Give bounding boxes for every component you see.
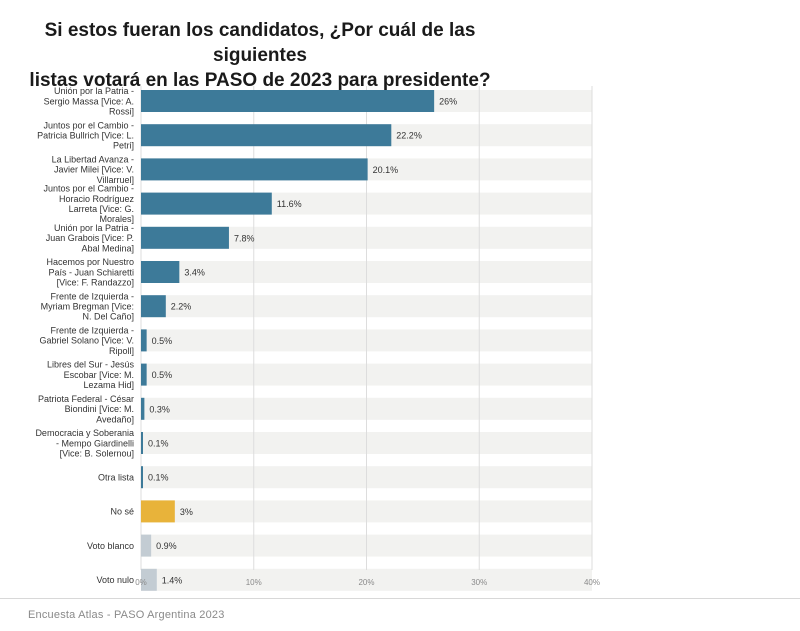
category-label: Voto blanco [87,541,134,551]
category-label-line: Escobar [Vice: M. [64,370,134,380]
footer-source: Encuesta Atlas - PASO Argentina 2023 [28,609,225,621]
bar [141,295,166,318]
chart-title-line-2: listas votará en las PASO de 2023 para p… [29,70,491,91]
bar-value-label: 20.1% [373,165,399,175]
bar [141,568,157,591]
category-label: Unión por la Patria -Juan Grabois [Vice:… [46,223,134,253]
category-label-line: Voto nulo [96,575,134,585]
bar-value-label: 0.1% [148,439,169,449]
bar-value-label: 11.6% [277,199,302,209]
category-label-line: N. Del Caño] [82,312,134,322]
category-label: Democracia y Soberania- Mempo Giardinell… [35,428,134,458]
category-label-line: Juan Grabois [Vice: P. [46,233,134,243]
category-label-line: Abal Medina] [81,243,134,253]
category-label-line: Patricia Bullrich [Vice: L. [37,131,134,141]
bar [141,432,143,454]
bar-value-label: 0.1% [148,473,169,483]
x-tick-label: 40% [584,578,600,587]
bar-value-label: 0.5% [152,336,173,346]
category-label-line: Unión por la Patria - [54,223,134,233]
category-label-line: Frente de Izquierda - [50,291,134,301]
category-label-line: Avedaño] [96,414,134,424]
category-label-line: Morales] [99,214,134,224]
category-label-line: Otra lista [98,473,134,483]
bar-value-label: 26% [439,97,457,107]
category-label-line: Frente de Izquierda - [50,326,134,336]
footer: Encuesta Atlas - PASO Argentina 2023 [0,598,800,631]
x-tick-label: 10% [246,578,262,587]
bar [141,466,143,489]
category-label-line: Unión por la Patria - [54,86,134,96]
bar [141,158,368,181]
category-label: No sé [110,507,134,517]
chart-title-line-1: Si estos fueran los candidatos, ¿Por cuá… [44,20,476,66]
category-label-line: Ripoll] [109,346,134,356]
category-label-line: Democracia y Soberania [35,428,134,438]
category-label: Unión por la Patria -Sergio Massa [Vice:… [44,86,134,116]
category-label-line: Javier Milei [Vice: V. [54,165,134,175]
category-label-line: La Libertad Avanza - [52,155,134,165]
bar-value-label: 3% [180,507,193,517]
category-label-line: Villarruel] [97,175,134,185]
chart-title: Si estos fueran los candidatos, ¿Por cuá… [0,18,520,93]
category-label-line: Gabriel Solano [Vice: V. [39,336,134,346]
bar [141,261,180,283]
category-label-line: Sergio Massa [Vice: A. [44,96,134,106]
bar-track [141,568,592,591]
category-label-line: [Vice: B. Solernou] [60,449,134,459]
category-label: Otra lista [98,473,134,483]
bar [141,226,229,249]
category-label-line: País - Juan Schiaretti [48,267,134,277]
bar [141,363,147,386]
bar [141,329,147,352]
bar-value-label: 0.9% [156,541,177,551]
bar [141,534,152,557]
category-label-line: Voto blanco [87,541,134,551]
category-label-line: Petri] [113,141,134,151]
category-label-line: Hacemos por Nuestro [46,257,134,267]
category-label-line: Libres del Sur - Jesús [47,360,135,370]
category-label: Frente de Izquierda -Gabriel Solano [Vic… [39,326,134,356]
bar [141,90,435,112]
category-label-line: Juntos por el Cambio - [43,184,134,194]
bar-value-label: 7.8% [234,233,255,243]
category-label-line: [Vice: F. Randazzo] [57,278,134,288]
bar-value-label: 3.4% [184,268,205,278]
category-label-line: No sé [110,507,134,517]
category-label: Juntos por el Cambio -Horacio RodríguezL… [43,184,134,225]
category-label-line: Larreta [Vice: G. [69,204,134,214]
bar-value-label: 0.3% [149,404,170,414]
category-label: Frente de Izquierda -Myriam Bregman [Vic… [41,291,134,321]
category-label-line: Myriam Bregman [Vice: [41,302,134,312]
category-label-line: Biondini [Vice: M. [65,404,134,414]
category-label-line: Horacio Rodríguez [59,194,135,204]
category-label: Juntos por el Cambio -Patricia Bullrich … [37,120,134,150]
bar [141,192,272,215]
bar-value-label: 1.4% [162,575,183,585]
bar-chart: 26%Unión por la Patria -Sergio Massa [Vi… [35,86,600,591]
category-label: La Libertad Avanza -Javier Milei [Vice: … [52,155,134,185]
category-label: Voto nulo [96,575,134,585]
x-tick-label: 20% [358,578,374,587]
bar [141,397,145,420]
category-label-line: Rossi] [109,107,134,117]
x-tick-label: 0% [135,578,147,587]
category-label-line: Patriota Federal - César [38,394,134,404]
bar [141,500,175,523]
bar-value-label: 2.2% [171,302,192,312]
bar-value-label: 0.5% [152,370,173,380]
bar [141,124,392,147]
category-label-line: - Mempo Giardinelli [56,438,134,448]
category-label-line: Juntos por el Cambio - [43,120,134,130]
x-tick-label: 30% [471,578,487,587]
category-label-line: Lezama Hid] [83,380,134,390]
bar-value-label: 22.2% [396,131,422,141]
